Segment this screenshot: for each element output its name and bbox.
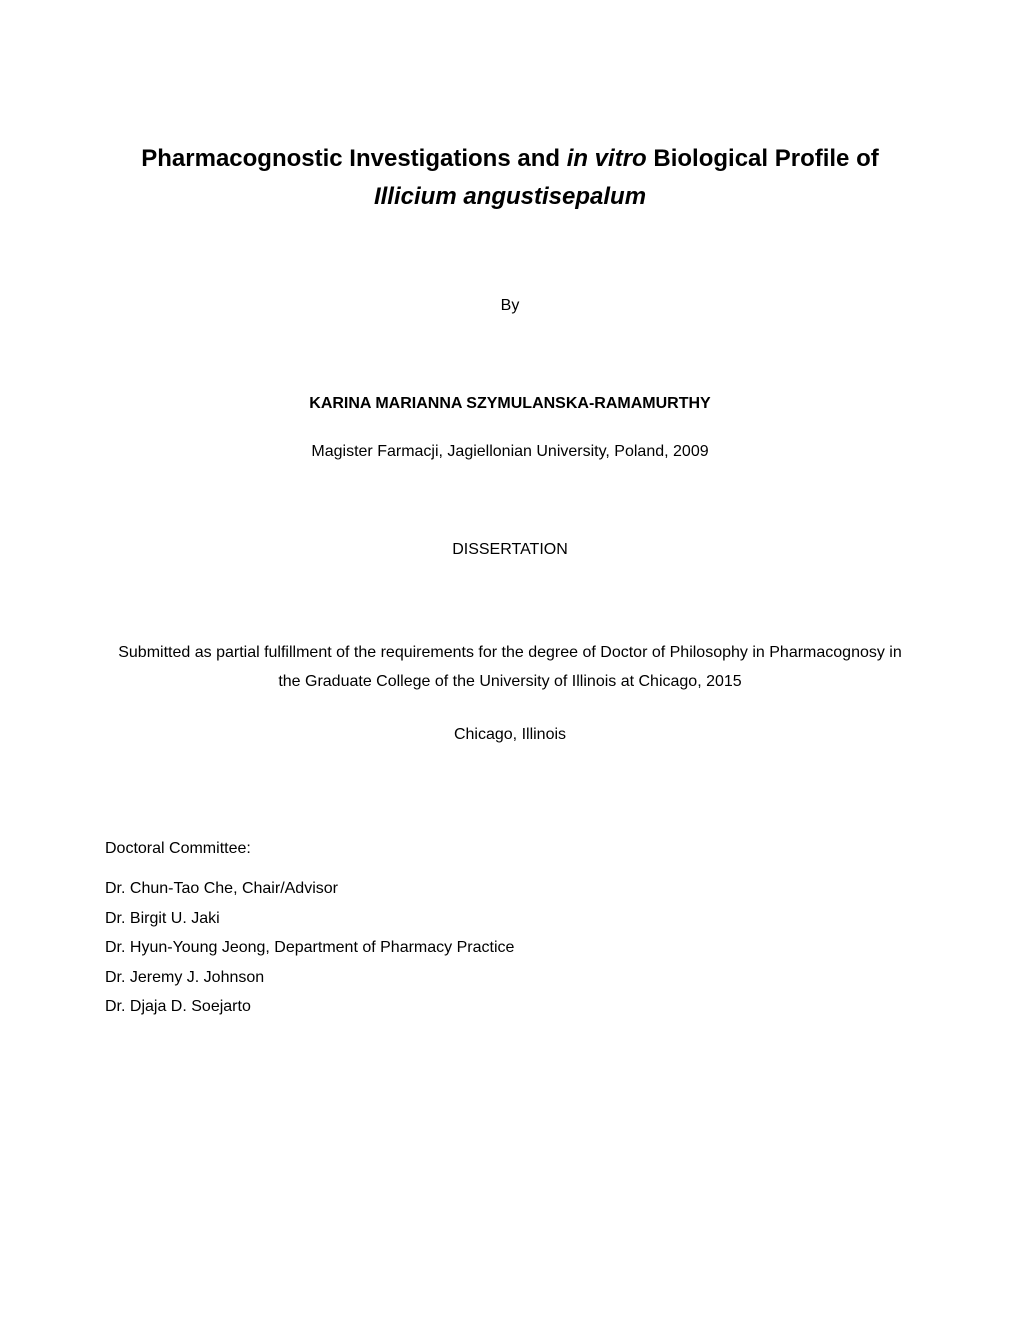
author-section: KARINA MARIANNA SZYMULANSKA-RAMAMURTHY [105,395,915,413]
title-section: Pharmacognostic Investigations and in vi… [105,140,915,217]
doc-type: DISSERTATION [105,541,915,559]
committee-section: Doctoral Committee: Dr. Chun-Tao Che, Ch… [105,834,915,1022]
committee-heading: Doctoral Committee: [105,834,915,864]
submission-text: Submitted as partial fulfillment of the … [105,639,915,697]
title-part1: Pharmacognostic Investigations and [141,145,566,172]
credentials: Magister Farmacji, Jagiellonian Universi… [105,443,915,461]
title-part2: Biological Profile of [647,145,879,172]
committee-member: Dr. Birgit U. Jaki [105,904,915,934]
title-line-1: Pharmacognostic Investigations and in vi… [105,140,915,178]
title-line-2: Illicium angustisepalum [105,178,915,216]
committee-member: Dr. Djaja D. Soejarto [105,992,915,1022]
by-label: By [105,297,915,315]
committee-member: Dr. Jeremy J. Johnson [105,963,915,993]
committee-member: Dr. Chun-Tao Che, Chair/Advisor [105,874,915,904]
committee-member: Dr. Hyun-Young Jeong, Department of Phar… [105,933,915,963]
location: Chicago, Illinois [105,726,915,744]
title-italic-1: in vitro [567,145,647,172]
author-name: KARINA MARIANNA SZYMULANSKA-RAMAMURTHY [105,395,915,413]
